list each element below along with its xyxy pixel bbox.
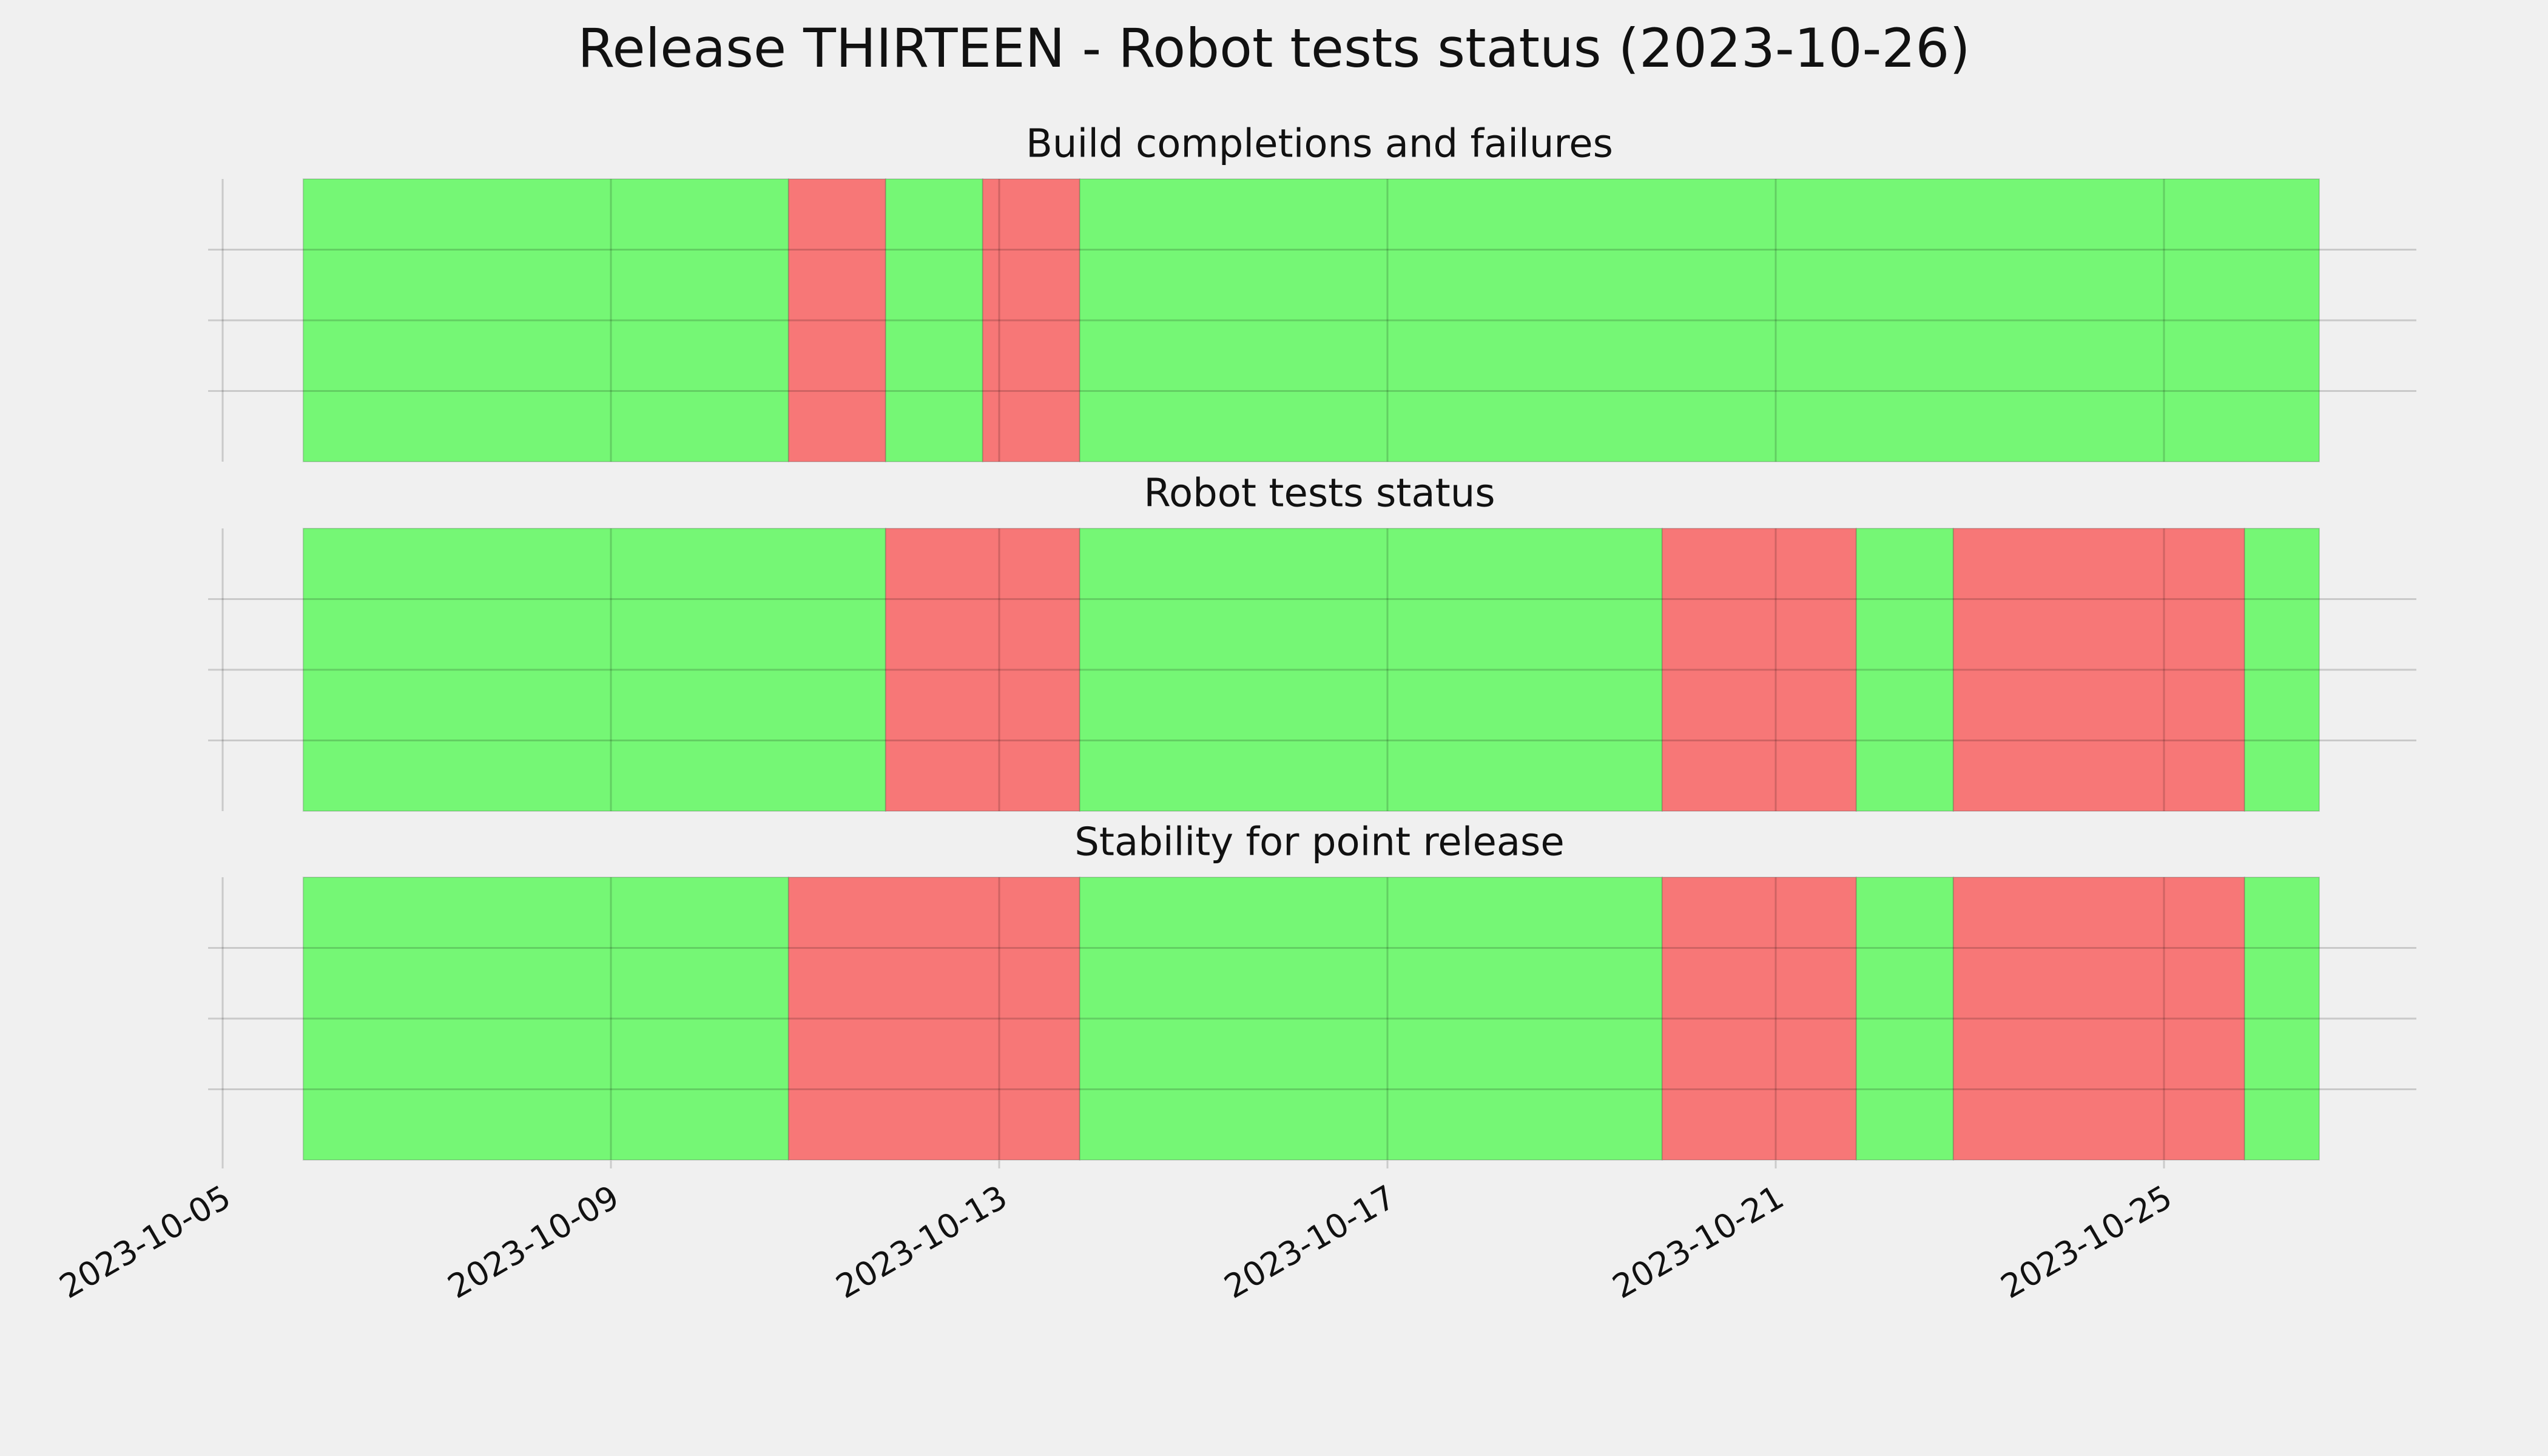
status-segment (302, 178, 789, 462)
panel-title: Robot tests status (1144, 471, 1495, 516)
panel-title: Stability for point release (1074, 820, 1565, 865)
status-segment (1079, 528, 1663, 812)
status-segment (1952, 877, 2245, 1161)
status-segment (1952, 528, 2245, 812)
status-segment (885, 528, 1080, 812)
status-segment (1661, 528, 1857, 812)
status-segment (885, 178, 983, 462)
status-segment (1079, 178, 2320, 462)
status-segment (787, 178, 886, 462)
status-segment (2243, 877, 2320, 1161)
status-segment (982, 178, 1080, 462)
status-segment (302, 877, 789, 1161)
status-segment (1855, 877, 1954, 1161)
status-segment (1661, 877, 1857, 1161)
figure-title: Release THIRTEEN - Robot tests status (2… (578, 17, 1970, 79)
status-segment (1079, 877, 1663, 1161)
status-segment (302, 528, 886, 812)
panel-title: Build completions and failures (1026, 122, 1613, 167)
status-segment (2243, 528, 2320, 812)
status-segment (1855, 528, 1954, 812)
status-segment (787, 877, 1080, 1161)
